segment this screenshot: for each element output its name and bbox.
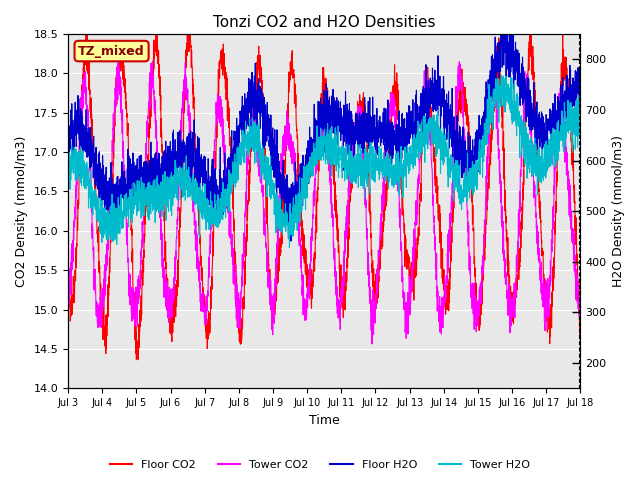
Floor H2O xyxy=(512,39,520,45)
Tower CO2 xyxy=(577,316,584,322)
Tower CO2 xyxy=(260,219,268,225)
Tower CO2 xyxy=(368,341,376,347)
Tower CO2 xyxy=(64,317,72,323)
Y-axis label: H2O Density (mmol/m3): H2O Density (mmol/m3) xyxy=(612,135,625,287)
Tower H2O xyxy=(283,218,291,224)
Tower H2O xyxy=(153,185,161,191)
X-axis label: Time: Time xyxy=(309,414,340,427)
Floor H2O xyxy=(123,185,131,191)
Tower CO2 xyxy=(567,209,575,215)
Line: Floor CO2: Floor CO2 xyxy=(68,34,580,360)
Floor H2O xyxy=(64,156,72,162)
Line: Floor H2O: Floor H2O xyxy=(68,34,580,241)
Floor CO2 xyxy=(261,157,269,163)
Tower CO2 xyxy=(283,108,291,114)
Tower CO2 xyxy=(490,56,498,61)
Floor CO2 xyxy=(567,114,575,120)
Legend: Floor CO2, Tower CO2, Floor H2O, Tower H2O: Floor CO2, Tower CO2, Floor H2O, Tower H… xyxy=(105,456,535,474)
Tower H2O xyxy=(64,156,72,162)
Tower H2O xyxy=(123,191,131,196)
Tower CO2 xyxy=(153,138,161,144)
Floor H2O xyxy=(153,175,161,180)
Floor CO2 xyxy=(512,278,520,284)
Floor H2O xyxy=(287,238,295,244)
Floor H2O xyxy=(260,105,268,110)
Tower H2O xyxy=(512,102,520,108)
Floor CO2 xyxy=(123,111,131,117)
Floor H2O xyxy=(498,31,506,37)
Tower H2O xyxy=(567,112,575,118)
Tower H2O xyxy=(497,72,505,78)
Line: Tower H2O: Tower H2O xyxy=(68,75,580,247)
Floor H2O xyxy=(567,92,575,97)
Line: Tower CO2: Tower CO2 xyxy=(68,59,580,344)
Floor CO2 xyxy=(132,357,140,362)
Floor CO2 xyxy=(284,117,291,122)
Tower CO2 xyxy=(512,284,520,290)
Text: TZ_mixed: TZ_mixed xyxy=(78,45,145,58)
Floor CO2 xyxy=(154,46,161,51)
Y-axis label: CO2 Density (mmol/m3): CO2 Density (mmol/m3) xyxy=(15,135,28,287)
Floor CO2 xyxy=(577,331,584,336)
Tower H2O xyxy=(260,160,268,166)
Floor H2O xyxy=(283,206,291,212)
Title: Tonzi CO2 and H2O Densities: Tonzi CO2 and H2O Densities xyxy=(213,15,435,30)
Tower H2O xyxy=(285,244,293,250)
Tower CO2 xyxy=(123,234,131,240)
Floor H2O xyxy=(577,75,584,81)
Tower H2O xyxy=(577,128,584,134)
Floor CO2 xyxy=(64,290,72,296)
Floor CO2 xyxy=(83,31,90,37)
